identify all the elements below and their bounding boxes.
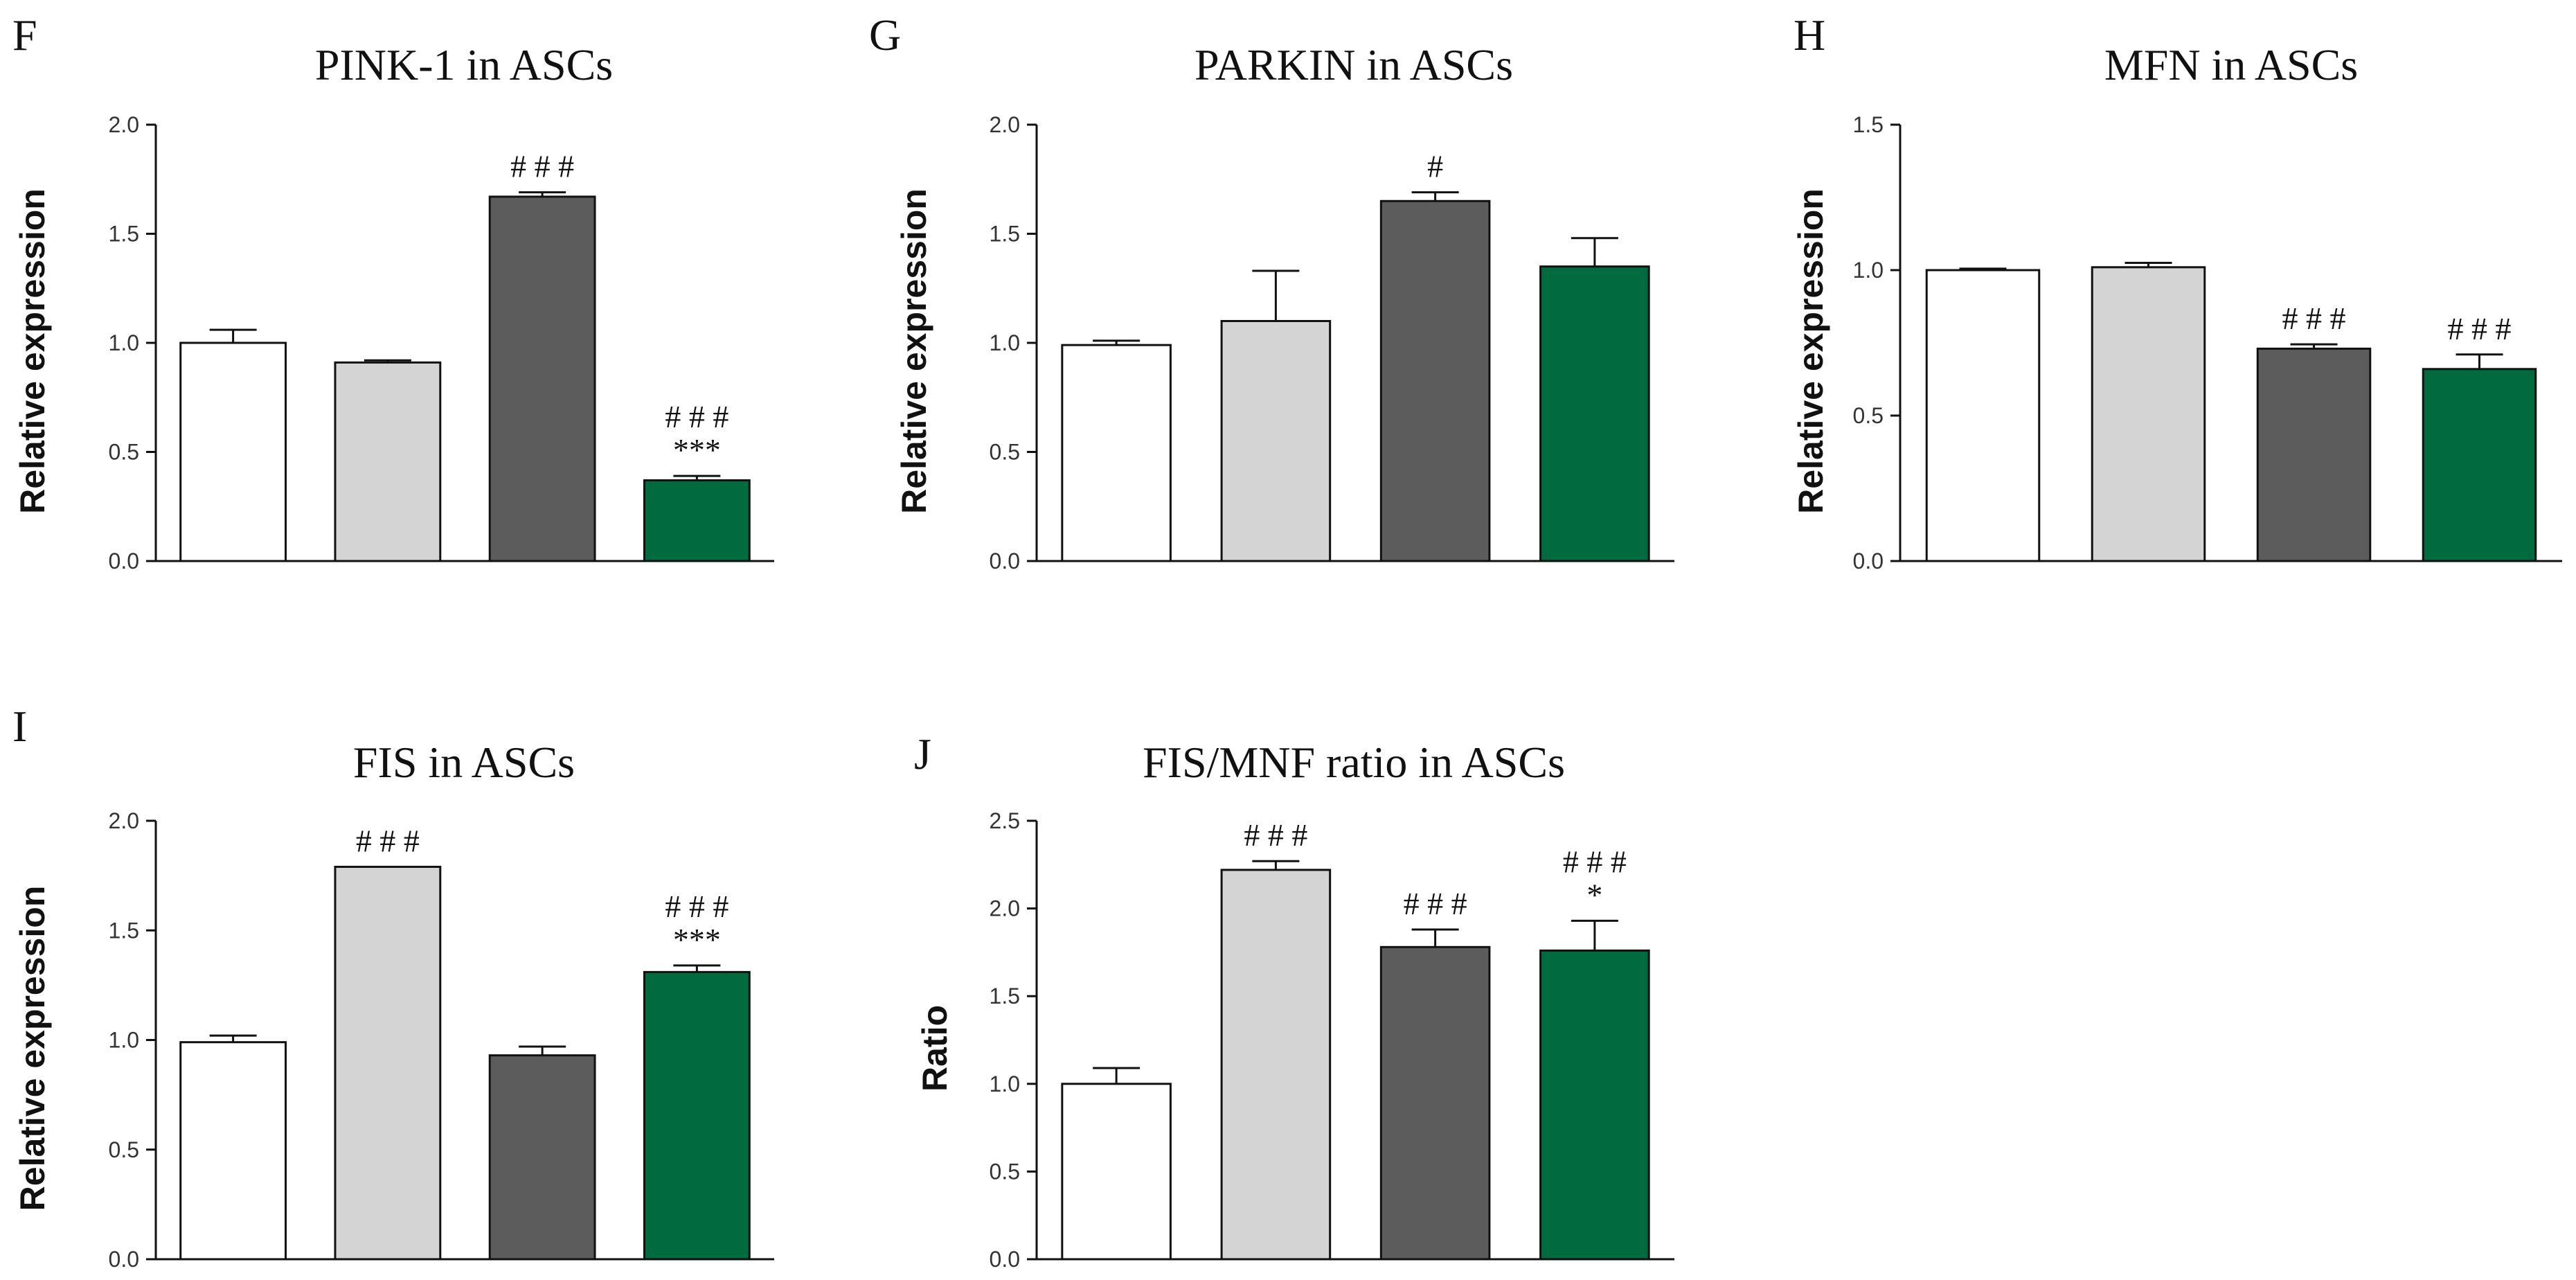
bar [1925, 269, 2041, 562]
significance-label: *** [673, 922, 721, 957]
chart-title: FIS in ASCs [353, 738, 575, 787]
y-tick-label: 2.0 [990, 896, 1020, 921]
y-tick-label: 0.5 [109, 1137, 139, 1162]
y-tick-label: 0.5 [109, 440, 139, 465]
significance-label: # # # [665, 399, 728, 434]
significance-label: # # # [1404, 886, 1467, 921]
y-tick-label: 0.0 [1853, 549, 1884, 574]
panel-letter: H [1794, 10, 1825, 60]
y-axis-label: Ratio [915, 1005, 954, 1092]
y-tick-label: 0.5 [990, 1159, 1020, 1184]
y-axis-label: Relative expression [895, 188, 933, 514]
chart-title: FIS/MNF ratio in ASCs [1143, 738, 1565, 787]
chart-panel-g: G PARKIN in ASCs Relative expression 0.0 0.5… [869, 10, 1674, 574]
y-tick-label: 0.5 [1853, 403, 1884, 428]
significance-label: *** [673, 432, 721, 468]
bar [1379, 199, 1491, 562]
bar [1061, 1083, 1172, 1261]
chart-panel-j: J FIS/MNF ratio in ASCs Ratio 0.0 0.5 1.0 1.5 2… [914, 729, 1674, 1272]
bar [1220, 869, 1332, 1261]
chart-panel-h: H MFN in ASCs Relative expression 0.0 0.5 1.0… [1791, 10, 2562, 574]
y-tick-label: 1.0 [109, 1028, 139, 1053]
bar [488, 195, 596, 562]
y-axis-label: Relative expression [1791, 188, 1830, 514]
chart-panel-f: F PINK-1 in ASCs Relative expression 0.0 0.5… [12, 10, 774, 574]
panel-letter: I [12, 702, 27, 751]
bar [1539, 949, 1650, 1261]
significance-label: # # # [1563, 844, 1627, 879]
bar [2091, 266, 2206, 562]
bar [643, 970, 751, 1261]
bar [334, 361, 442, 562]
y-tick-label: 1.0 [990, 1072, 1020, 1096]
bar [643, 479, 751, 562]
y-tick-label: 0.5 [990, 440, 1020, 465]
chart-title: PARKIN in ASCs [1195, 40, 1513, 89]
bar [179, 1041, 287, 1261]
y-tick-label: 2.0 [109, 808, 139, 833]
y-tick-label: 1.0 [1853, 258, 1884, 283]
y-tick-label: 1.5 [109, 918, 139, 943]
y-tick-label: 2.0 [990, 112, 1020, 137]
y-tick-label: 0.0 [990, 1247, 1020, 1272]
significance-label: # # # [356, 823, 420, 858]
bar [1539, 265, 1650, 562]
y-tick-label: 1.5 [1853, 112, 1884, 137]
bar [179, 341, 287, 562]
chart-title: MFN in ASCs [2104, 40, 2358, 89]
y-tick-label: 0.0 [990, 549, 1020, 574]
y-tick-label: 0.0 [109, 1247, 139, 1272]
panel-letter: G [869, 10, 901, 60]
y-tick-label: 1.5 [109, 222, 139, 247]
significance-label: # # # [2282, 301, 2346, 336]
bar [488, 1054, 596, 1261]
significance-label: # [1427, 149, 1443, 184]
chart-panel-i: I FIS in ASCs Relative expression 0.0 0.5 1.0… [12, 702, 774, 1272]
y-tick-label: 1.5 [990, 222, 1020, 247]
significance-label: # # # [1244, 817, 1307, 853]
y-tick-label: 1.0 [109, 330, 139, 355]
panel-letter: F [12, 10, 37, 60]
bar [2422, 368, 2537, 562]
bar [334, 865, 442, 1261]
y-tick-label: 2.0 [109, 112, 139, 137]
y-tick-label: 0.0 [109, 549, 139, 574]
significance-label: * [1586, 877, 1602, 912]
significance-label: # # # [2448, 311, 2512, 346]
bar [1220, 320, 1332, 562]
y-axis-label: Relative expression [13, 886, 52, 1211]
y-axis-label: Relative expression [13, 188, 52, 514]
y-tick-label: 1.0 [990, 330, 1020, 355]
y-tick-label: 1.5 [990, 984, 1020, 1008]
chart-title: PINK-1 in ASCs [315, 40, 613, 89]
significance-label: # # # [665, 889, 728, 924]
y-tick-label: 2.5 [990, 808, 1020, 833]
bar [2256, 347, 2372, 562]
bar [1061, 344, 1172, 562]
bar [1379, 945, 1491, 1261]
panel-letter: J [914, 729, 931, 779]
significance-label: # # # [510, 149, 574, 184]
